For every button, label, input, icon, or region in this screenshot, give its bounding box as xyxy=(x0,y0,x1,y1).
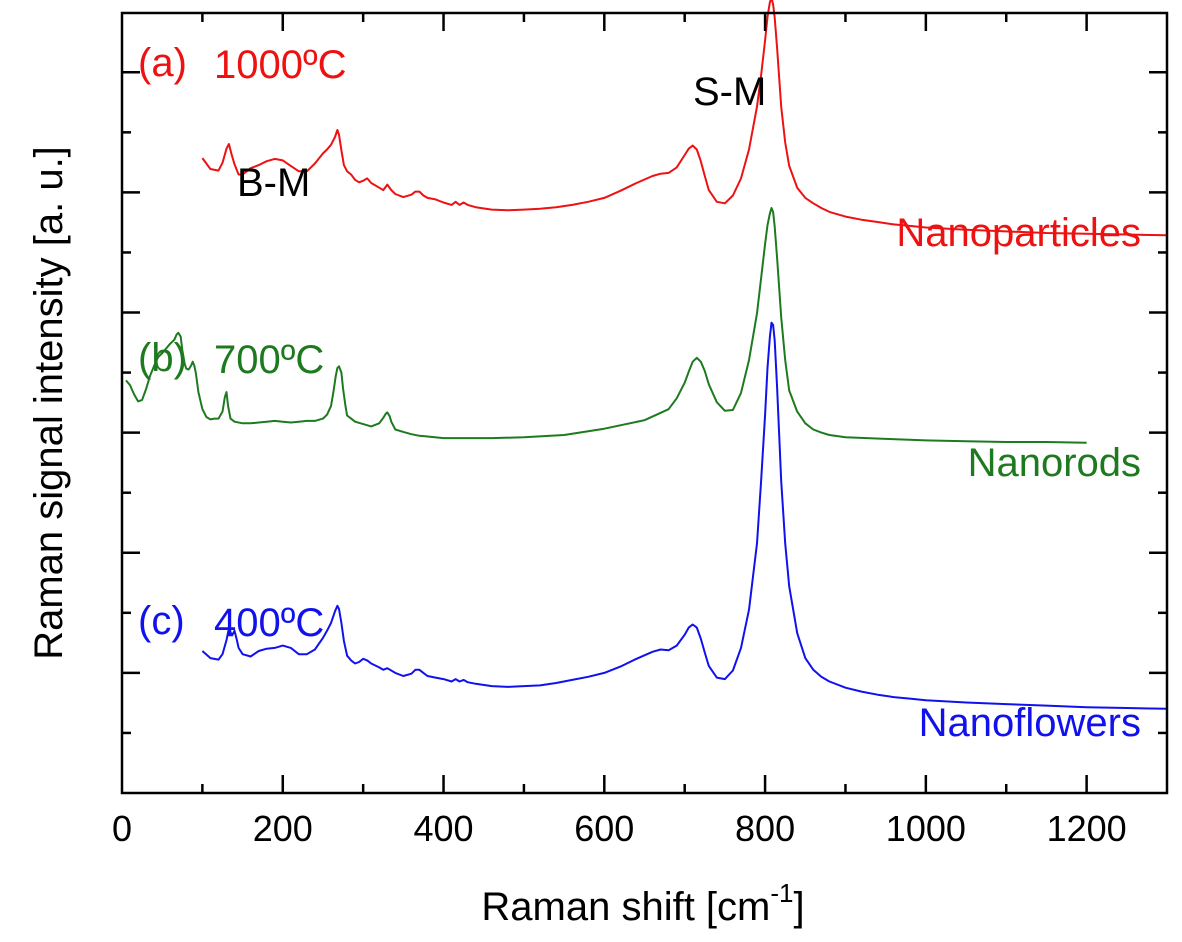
panel-label-c: (c) xyxy=(138,599,185,643)
series-label-nanoflowers: Nanoflowers xyxy=(919,701,1141,745)
series-line-nanorods xyxy=(125,207,1087,444)
series-label-nanorods: Nanorods xyxy=(968,441,1141,485)
x-tick-label: 200 xyxy=(253,808,313,849)
panel-label-b: (b) xyxy=(138,336,187,380)
x-tick-label: 600 xyxy=(574,808,634,849)
x-tick-label: 0 xyxy=(112,808,132,849)
x-axis-title-main: Raman shift [cm xyxy=(481,885,770,929)
series-line-nanoflowers xyxy=(201,321,1168,710)
x-tick-label: 1000 xyxy=(886,808,966,849)
x-axis-title-sup: -1 xyxy=(770,878,793,908)
ticks-layer: 0 200 400 600 800 1000 1200 xyxy=(112,13,1167,849)
temp-label-b: 700ºC xyxy=(214,338,324,382)
temp-label-c: 400ºC xyxy=(214,601,324,645)
x-tick-label: 1200 xyxy=(1047,808,1127,849)
x-tick-label: 400 xyxy=(413,808,473,849)
x-axis-title-end: ] xyxy=(793,885,804,929)
series-label-nanoparticles: Nanoparticles xyxy=(896,211,1141,255)
panel-label-a: (a) xyxy=(138,41,187,85)
x-axis-title: Raman shift [cm-1] xyxy=(481,878,804,929)
plot-frame xyxy=(120,11,1169,795)
x-tick-label: 800 xyxy=(735,808,795,849)
y-axis-title: Raman signal intensity [a. u.] xyxy=(27,146,71,660)
series-layer xyxy=(125,0,1168,710)
annotation-bm: B-M xyxy=(237,161,310,205)
series-line-nanoparticles xyxy=(201,0,1168,237)
temp-label-a: 1000ºC xyxy=(214,43,346,87)
annotation-sm: S-M xyxy=(693,70,766,114)
